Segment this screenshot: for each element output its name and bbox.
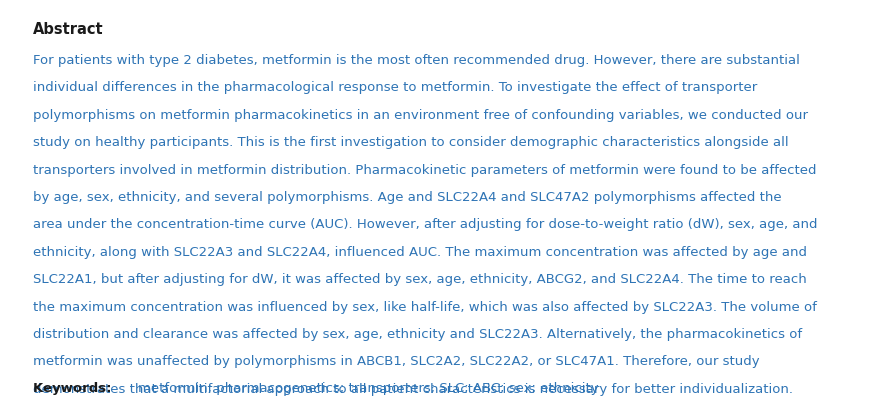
Text: metformin; pharmacogenetics; transporters; SLC; ABC; sex; ethnicity: metformin; pharmacogenetics; transporter… [138, 382, 599, 395]
Text: polymorphisms on metformin pharmacokinetics in an environment free of confoundin: polymorphisms on metformin pharmacokinet… [33, 109, 808, 122]
Text: For patients with type 2 diabetes, metformin is the most often recommended drug.: For patients with type 2 diabetes, metfo… [33, 54, 800, 67]
Text: area under the concentration-time curve (AUC). However, after adjusting for dose: area under the concentration-time curve … [33, 218, 818, 231]
Text: metformin was unaffected by polymorphisms in ABCB1, SLC2A2, SLC22A2, or SLC47A1.: metformin was unaffected by polymorphism… [33, 355, 760, 368]
Text: SLC22A1, but after adjusting for dW, it was affected by sex, age, ethnicity, ABC: SLC22A1, but after adjusting for dW, it … [33, 273, 807, 286]
Text: transporters involved in metformin distribution. Pharmacokinetic parameters of m: transporters involved in metformin distr… [33, 164, 817, 177]
Text: individual differences in the pharmacological response to metformin. To investig: individual differences in the pharmacolo… [33, 82, 758, 94]
Text: the maximum concentration was influenced by sex, like half-life, which was also : the maximum concentration was influenced… [33, 301, 817, 314]
Text: demonstrates that a multifactorial approach to all patient characteristics is ne: demonstrates that a multifactorial appro… [33, 383, 793, 396]
Text: Abstract: Abstract [33, 22, 104, 37]
Text: ethnicity, along with SLC22A3 and SLC22A4, influenced AUC. The maximum concentra: ethnicity, along with SLC22A3 and SLC22A… [33, 246, 807, 259]
Text: distribution and clearance was affected by sex, age, ethnicity and SLC22A3. Alte: distribution and clearance was affected … [33, 328, 803, 341]
Text: by age, sex, ethnicity, and several polymorphisms. Age and SLC22A4 and SLC47A2 p: by age, sex, ethnicity, and several poly… [33, 191, 781, 204]
Text: study on healthy participants. This is the first investigation to consider demog: study on healthy participants. This is t… [33, 136, 789, 149]
Text: Keywords:: Keywords: [33, 382, 116, 395]
